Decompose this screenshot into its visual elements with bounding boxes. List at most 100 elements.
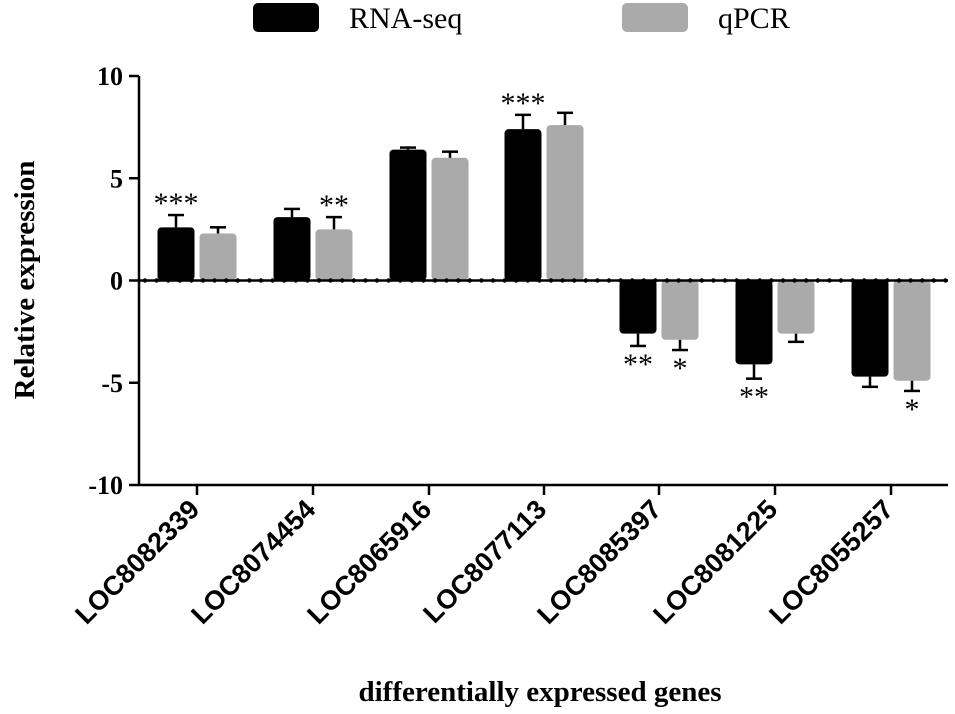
zero-line-dot: [780, 278, 786, 283]
bar-qpcr: [315, 229, 353, 281]
zero-line-dot: [224, 278, 229, 283]
bar-rna-seq: [273, 217, 311, 281]
zero-line-dot: [166, 278, 171, 283]
zero-line-dot: [386, 278, 391, 283]
zero-line-dot: [804, 278, 809, 283]
bar-rna-seq: [389, 149, 427, 281]
zero-line-dot: [827, 278, 832, 283]
zero-line-dot: [618, 278, 623, 283]
zero-line-dot: [560, 278, 565, 283]
significance-label: **: [319, 189, 349, 222]
zero-line-dot: [282, 278, 287, 283]
zero-line-dot: [699, 278, 704, 283]
zero-line-dot: [734, 278, 739, 283]
bar-qpcr: [661, 280, 699, 340]
zero-line-dot: [467, 278, 472, 283]
x-tick-label: LOC8055257: [763, 494, 899, 630]
zero-line-dot: [537, 278, 542, 283]
zero-line-dot: [177, 278, 182, 283]
zero-line-dot: [931, 278, 936, 283]
legend-swatch-rna-seq: [253, 3, 319, 32]
zero-line-dot: [154, 278, 159, 283]
bar-qpcr: [199, 233, 237, 281]
zero-line-dot: [838, 278, 844, 283]
zero-line-dot: [235, 278, 240, 283]
x-axis-title: differentially expressed genes: [359, 676, 722, 708]
zero-line-dot: [664, 278, 670, 283]
significance-label: *: [905, 393, 920, 426]
zero-line-dot: [630, 278, 635, 283]
bar-qpcr: [546, 125, 584, 281]
zero-line-dot: [432, 278, 438, 283]
zero-line-dot: [444, 278, 449, 283]
bar-rna-seq: [851, 280, 889, 377]
bar-qpcr: [777, 280, 815, 334]
zero-line-dot: [421, 278, 426, 283]
zero-line-dot: [862, 278, 867, 283]
legend-label-qpcr: qPCR: [718, 2, 790, 35]
zero-line-dot: [908, 278, 913, 283]
zero-line-dot: [525, 278, 530, 283]
zero-line-dot: [409, 278, 414, 283]
zero-line-dot: [606, 278, 612, 283]
zero-line-dot: [293, 278, 298, 283]
zero-line-dot: [212, 278, 217, 283]
zero-line-dot: [792, 278, 797, 283]
zero-line-dot: [583, 278, 588, 283]
zero-line-dot: [595, 278, 600, 283]
zero-line-dot: [850, 278, 855, 283]
zero-line-dot: [943, 278, 948, 283]
zero-line-dot: [316, 278, 322, 283]
legend: RNA-seq qPCR: [253, 2, 790, 35]
zero-line-dot: [502, 278, 507, 283]
y-tick-label: 5: [110, 164, 123, 193]
zero-line-dot: [189, 278, 194, 283]
y-tick-label: -5: [101, 369, 123, 398]
zero-line-dot: [351, 278, 356, 283]
zero-line-dot: [896, 278, 902, 283]
zero-line-dot: [374, 278, 380, 283]
bar-rna-seq: [504, 129, 542, 281]
zero-line-dot: [363, 278, 368, 283]
zero-line-dot: [548, 278, 554, 283]
zero-line-dot: [479, 278, 484, 283]
zero-line-dot: [653, 278, 658, 283]
significance-label: *: [673, 352, 688, 385]
zero-line-dot: [815, 278, 820, 283]
zero-line-dot: [676, 278, 681, 283]
zero-line-dot: [328, 278, 333, 283]
y-tick-label: -10: [88, 471, 123, 500]
y-axis-title: Relative expression: [9, 161, 41, 400]
bar-rna-seq: [619, 280, 657, 334]
bar-qpcr: [431, 157, 469, 281]
zero-line-dot: [572, 278, 577, 283]
zero-line-dot: [340, 278, 345, 283]
zero-line-dot: [920, 278, 925, 283]
zero-line-dot: [142, 278, 148, 283]
zero-line-dot: [258, 278, 264, 283]
y-tick-label: 0: [110, 267, 123, 296]
zero-line-dot: [305, 278, 310, 283]
zero-line-dot: [270, 278, 275, 283]
bar-rna-seq: [735, 280, 773, 365]
zero-line-dot: [490, 278, 496, 283]
zero-line-dot: [641, 278, 646, 283]
zero-line-dot: [711, 278, 716, 283]
bar-qpcr: [893, 280, 931, 381]
zero-line-dot: [398, 278, 403, 283]
zero-line-dot: [514, 278, 519, 283]
zero-line-dot: [247, 278, 252, 283]
zero-line-dot: [757, 278, 762, 283]
significance-label: ***: [501, 87, 546, 120]
zero-line-dot: [873, 278, 878, 283]
zero-line-dot: [746, 278, 751, 283]
zero-line-dot: [722, 278, 728, 283]
plot-area: 1050-5-10**************LOC8082339LOC8074…: [69, 62, 948, 630]
y-tick-label: 10: [97, 62, 123, 91]
bar-rna-seq: [157, 227, 195, 281]
legend-label-rna-seq: RNA-seq: [349, 2, 462, 35]
zero-line-dot: [885, 278, 890, 283]
significance-label: ***: [154, 187, 199, 220]
significance-label: **: [623, 348, 653, 381]
